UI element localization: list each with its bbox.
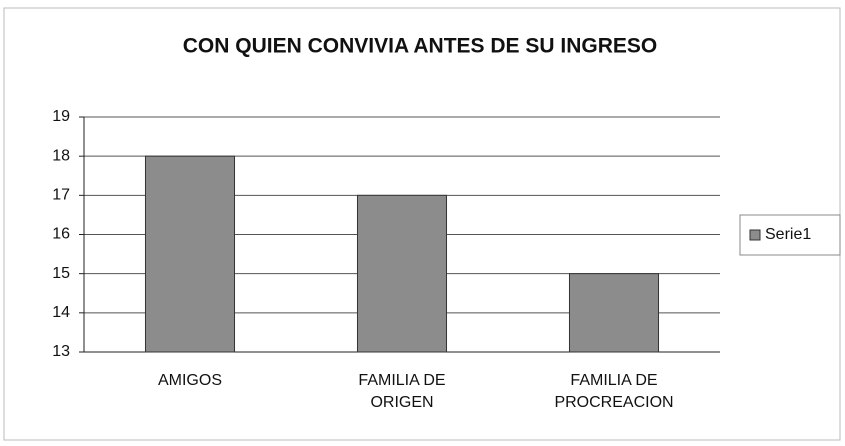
x-tick-label-box: FAMILIA DE PROCREACION [554, 372, 674, 411]
x-tick-label-box: FAMILIA DE ORIGEN [358, 372, 446, 411]
y-tick-label: 18 [52, 147, 70, 164]
bar [568, 273, 660, 353]
bar [356, 194, 448, 353]
x-tick-label-box: AMIGOS [157, 372, 222, 389]
y-tick-label: 17 [52, 187, 70, 204]
y-tick-label: 13 [52, 343, 70, 360]
y-tick-label: 14 [52, 304, 70, 321]
x-tick-label: FAMILIA DE ORIGEN [358, 372, 446, 411]
y-tick-label: 19 [52, 108, 70, 125]
x-tick-label: AMIGOS [157, 372, 222, 389]
legend-label: Serie1 [765, 226, 811, 243]
x-tick-label: FAMILIA DE PROCREACION [554, 372, 674, 411]
y-tick-label: 16 [52, 226, 70, 243]
y-tick-label: 15 [52, 265, 70, 282]
bar [144, 155, 236, 353]
chart-title: CON QUIEN CONVIVIA ANTES DE SU INGRESO [183, 35, 658, 58]
legend-swatch [749, 229, 761, 241]
